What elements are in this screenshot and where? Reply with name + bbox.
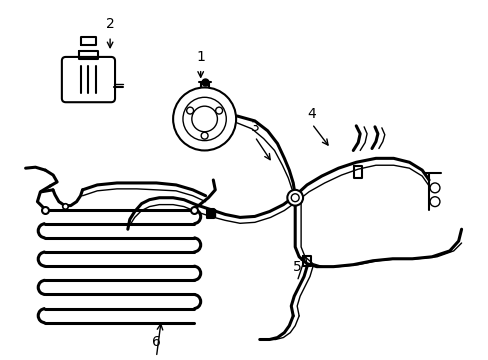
Circle shape [429,183,439,193]
Circle shape [429,197,439,207]
Circle shape [191,106,217,132]
Circle shape [201,132,208,139]
Text: 3: 3 [250,120,259,134]
Circle shape [287,190,303,206]
Circle shape [186,107,193,114]
Circle shape [183,97,226,141]
Text: 2: 2 [105,17,114,31]
Text: 1: 1 [196,50,204,64]
Circle shape [173,87,236,150]
Text: 6: 6 [152,336,161,350]
Text: 5: 5 [292,260,301,274]
Circle shape [291,194,299,202]
Circle shape [215,107,222,114]
Text: 4: 4 [307,107,316,121]
FancyBboxPatch shape [62,57,115,102]
